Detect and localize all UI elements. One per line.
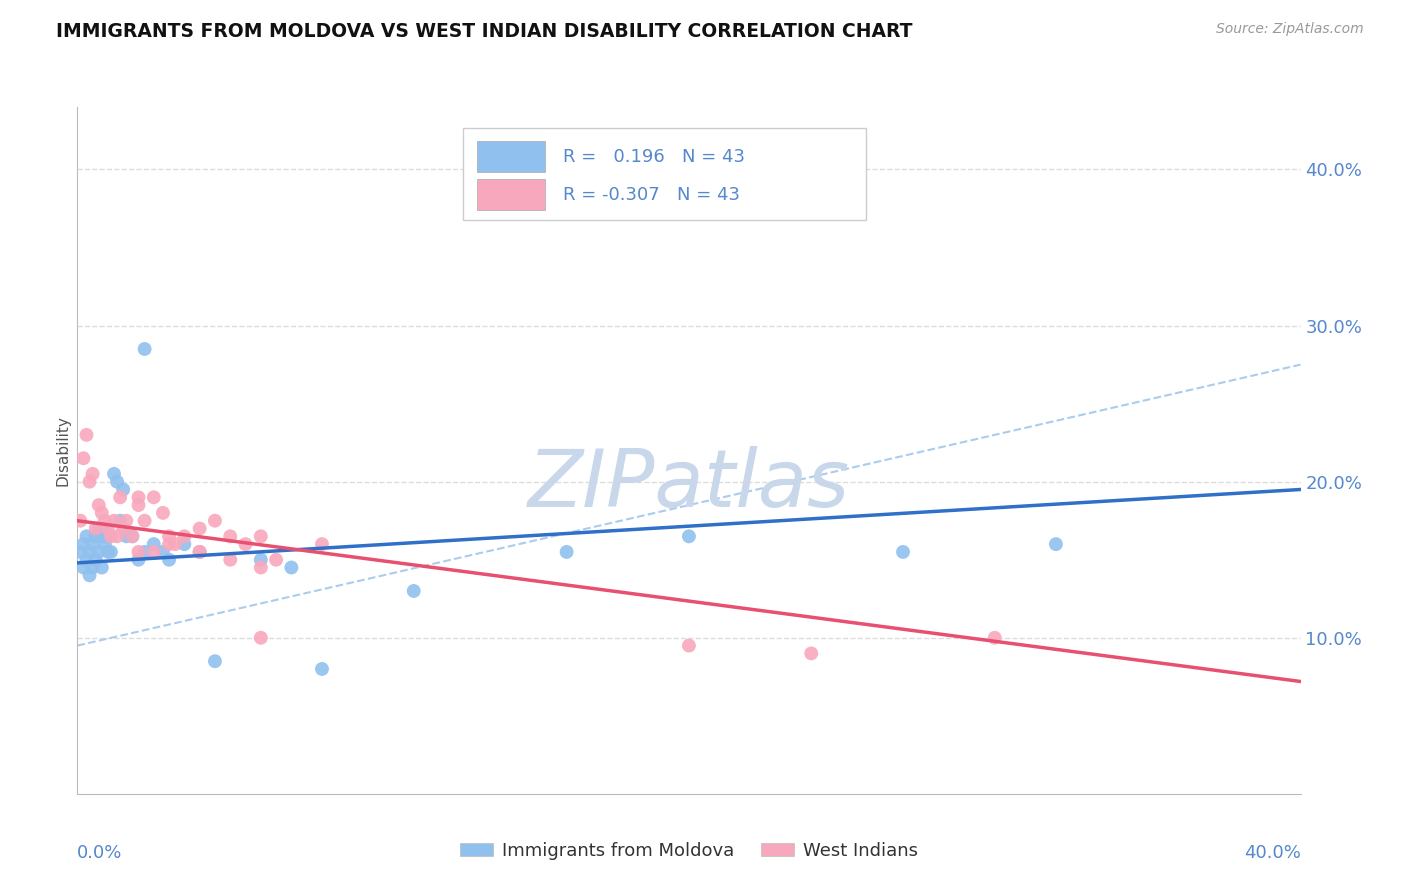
Point: [94, 521, 117, 535]
Text: IMMIGRANTS FROM MOLDOVA VS WEST INDIAN DISABILITY CORRELATION CHART: IMMIGRANTS FROM MOLDOVA VS WEST INDIAN D…: [56, 22, 912, 41]
Legend: Immigrants from Moldova, West Indians: Immigrants from Moldova, West Indians: [453, 835, 925, 867]
Point: [112, 521, 135, 535]
Point: [79, 545, 101, 559]
FancyBboxPatch shape: [477, 141, 544, 172]
Point: [678, 529, 700, 543]
Point: [87, 521, 110, 535]
Point: [142, 537, 165, 551]
Point: [69, 545, 91, 559]
Point: [152, 545, 174, 559]
Point: [250, 560, 273, 574]
Point: [311, 537, 333, 551]
Point: [82, 537, 104, 551]
Point: [72, 451, 94, 466]
Point: [97, 545, 120, 559]
Text: ZIPatlas: ZIPatlas: [527, 446, 851, 524]
Point: [103, 467, 125, 481]
Point: [157, 529, 180, 543]
Point: [97, 521, 120, 535]
Y-axis label: Disability: Disability: [55, 415, 70, 486]
Point: [76, 529, 98, 543]
Point: [90, 560, 112, 574]
Point: [152, 506, 174, 520]
Point: [188, 545, 211, 559]
Point: [90, 506, 112, 520]
Point: [134, 342, 156, 356]
Point: [128, 498, 150, 512]
Point: [555, 545, 578, 559]
Point: [100, 529, 122, 543]
Point: [250, 529, 273, 543]
Point: [142, 545, 165, 559]
Point: [250, 631, 273, 645]
Point: [188, 545, 211, 559]
Text: Source: ZipAtlas.com: Source: ZipAtlas.com: [1216, 22, 1364, 37]
Point: [84, 521, 107, 535]
Point: [97, 529, 120, 543]
Point: [94, 514, 117, 528]
Point: [157, 537, 180, 551]
Point: [311, 662, 333, 676]
Point: [69, 514, 91, 528]
Point: [188, 521, 211, 535]
Point: [128, 490, 150, 504]
Point: [94, 537, 117, 551]
Point: [250, 552, 273, 567]
Point: [105, 475, 128, 489]
Text: 40.0%: 40.0%: [1244, 844, 1301, 862]
Point: [165, 537, 187, 551]
Point: [219, 552, 242, 567]
Point: [84, 529, 107, 543]
Point: [121, 529, 143, 543]
Point: [76, 427, 98, 442]
Point: [128, 552, 150, 567]
Point: [90, 529, 112, 543]
FancyBboxPatch shape: [463, 128, 866, 220]
Point: [115, 529, 138, 543]
Point: [204, 654, 226, 668]
Point: [204, 514, 226, 528]
Point: [76, 552, 98, 567]
Point: [112, 483, 135, 497]
Point: [128, 545, 150, 559]
Point: [173, 537, 195, 551]
Point: [157, 552, 180, 567]
Point: [72, 560, 94, 574]
Point: [87, 498, 110, 512]
Point: [105, 529, 128, 543]
Point: [87, 545, 110, 559]
Point: [173, 529, 195, 543]
Point: [984, 631, 1007, 645]
Point: [82, 467, 104, 481]
Point: [79, 475, 101, 489]
Text: R = -0.307   N = 43: R = -0.307 N = 43: [562, 186, 740, 203]
Point: [134, 514, 156, 528]
Point: [115, 514, 138, 528]
Point: [79, 568, 101, 582]
Point: [800, 646, 823, 660]
Point: [219, 529, 242, 543]
Point: [121, 529, 143, 543]
Point: [264, 552, 287, 567]
Point: [891, 545, 914, 559]
Text: 0.0%: 0.0%: [77, 844, 122, 862]
Point: [82, 560, 104, 574]
Point: [100, 545, 122, 559]
Point: [142, 490, 165, 504]
Point: [678, 639, 700, 653]
Point: [402, 583, 425, 598]
Point: [1045, 537, 1067, 551]
FancyBboxPatch shape: [477, 179, 544, 211]
Point: [280, 560, 302, 574]
Point: [188, 545, 211, 559]
Point: [108, 490, 131, 504]
Point: [108, 514, 131, 528]
Point: [84, 552, 107, 567]
Point: [235, 537, 257, 551]
Point: [103, 514, 125, 528]
Point: [134, 545, 156, 559]
Text: R =   0.196   N = 43: R = 0.196 N = 43: [562, 148, 745, 166]
Point: [72, 537, 94, 551]
